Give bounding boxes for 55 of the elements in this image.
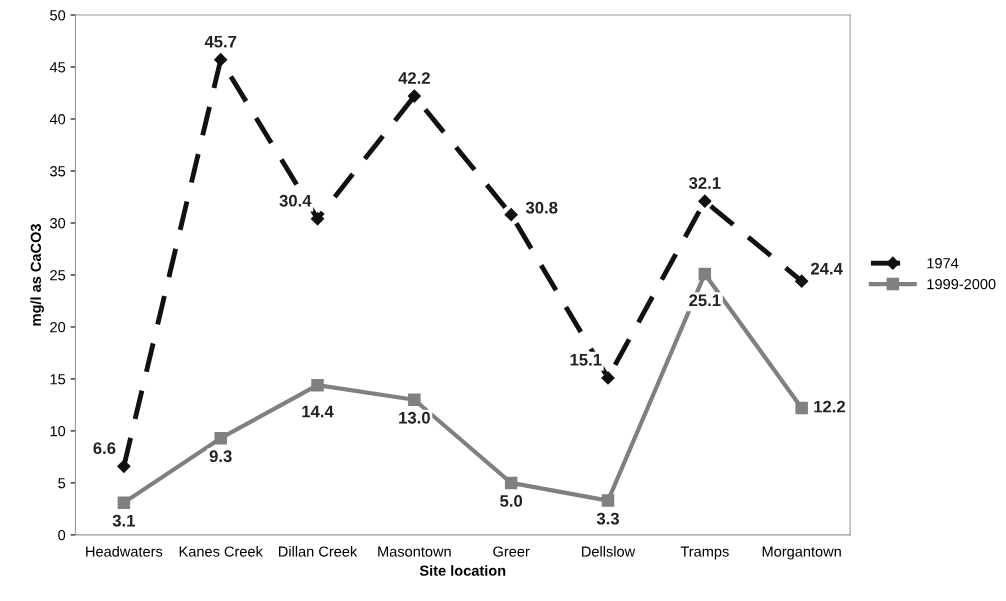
y-tick-label: 25	[50, 270, 66, 281]
y-tick-label: 5	[58, 478, 66, 489]
data-label: 3.3	[596, 512, 619, 525]
y-tick-label: 30	[50, 218, 66, 229]
x-tick-label: Dellslow	[582, 546, 636, 557]
point	[214, 431, 227, 445]
point	[601, 494, 615, 507]
y-tick-label: 35	[50, 166, 66, 177]
point	[698, 194, 712, 208]
data-label: 5.0	[500, 495, 523, 507]
x-tick-label: Tramps	[680, 546, 729, 560]
data-label: 9.3	[209, 450, 232, 463]
point	[698, 267, 712, 281]
x-tick-label: Dillan Creek	[279, 546, 358, 557]
point	[601, 371, 615, 385]
point	[795, 401, 808, 415]
data-label: 30.4	[279, 194, 312, 207]
data-label: 32.1	[688, 177, 721, 189]
data-label: 13.0	[399, 411, 430, 424]
point	[504, 208, 518, 222]
x-tick-label: Morgantown	[762, 546, 841, 560]
legend-label: 1974	[927, 258, 959, 269]
x-tick-label: Masontown	[378, 546, 451, 557]
point	[117, 459, 131, 473]
point	[214, 53, 228, 67]
data-label: 15.1	[570, 354, 602, 366]
x-tick-label: Headwaters	[86, 546, 163, 557]
point	[504, 476, 518, 490]
y-tick-label: 0	[58, 529, 66, 541]
point	[408, 393, 421, 406]
y-tick-label: 15	[50, 374, 66, 385]
point	[407, 89, 421, 103]
data-label: 3.1	[112, 514, 135, 527]
data-label: 14.4	[302, 405, 334, 418]
x-axis-title: Site location	[419, 565, 506, 576]
x-tick-label: Kanes Creek	[179, 546, 263, 557]
y-axis-title: mg/l as CaCO3	[30, 224, 44, 326]
data-label: 42.2	[398, 72, 430, 84]
x-tick-label: Greer	[493, 546, 530, 557]
data-label: 30.8	[525, 201, 558, 214]
data-label: 6.6	[93, 442, 116, 455]
y-tick-label: 45	[49, 62, 66, 73]
point	[117, 496, 131, 509]
y-tick-label: 40	[49, 114, 66, 125]
point	[311, 378, 324, 392]
data-label: 24.4	[811, 262, 843, 275]
data-label: 12.2	[814, 400, 845, 413]
y-tick-label: 10	[50, 426, 66, 437]
point	[795, 274, 809, 288]
y-tick-label: 20	[50, 322, 66, 333]
legend-label: 1999-2000	[927, 278, 996, 290]
data-label: 25.1	[689, 294, 721, 307]
point	[310, 212, 325, 226]
data-label: 45.7	[204, 35, 237, 48]
y-tick-label: 50	[50, 10, 66, 21]
